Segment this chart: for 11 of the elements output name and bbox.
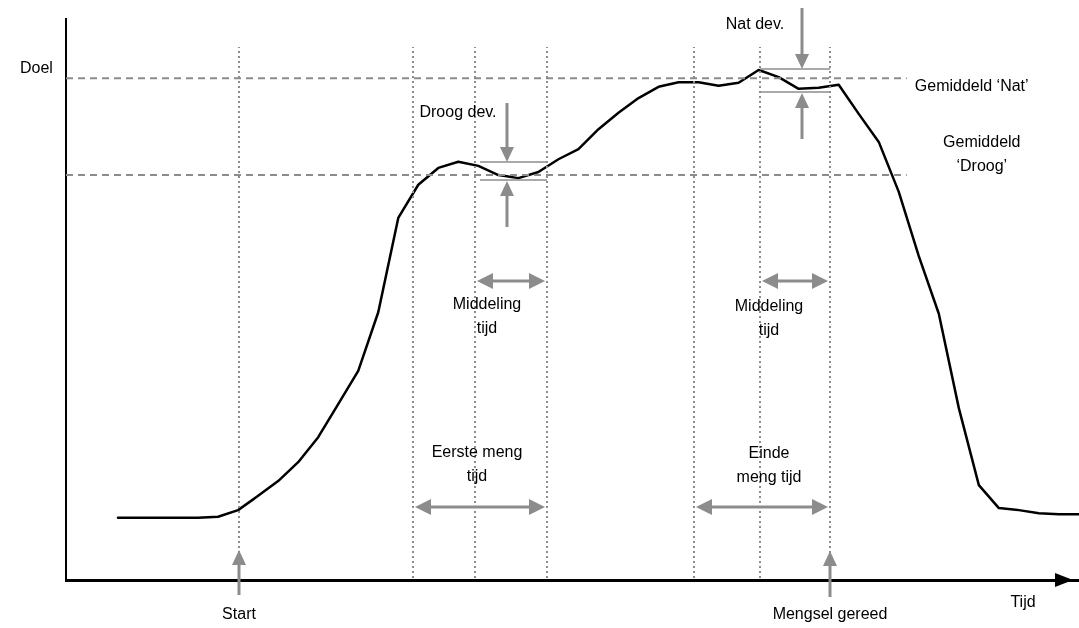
annotation: Droog dev.: [419, 103, 497, 121]
annotation: Einde meng tijd: [736, 444, 802, 486]
y-axis-title: Doel: [20, 58, 53, 76]
ref-line-label: Gemiddeld ‘Droog’: [943, 133, 1021, 175]
x-axis-title: Tijd: [1010, 593, 1036, 611]
text: Start: [222, 605, 257, 623]
ref-line-label: Gemiddeld ‘Nat’: [914, 76, 1029, 94]
annotation: Middeling tijd: [734, 297, 804, 339]
text: Mengsel gereed: [772, 605, 888, 623]
annotation: Middeling tijd: [452, 295, 522, 337]
annotation: Eerste meng tijd: [431, 443, 523, 485]
